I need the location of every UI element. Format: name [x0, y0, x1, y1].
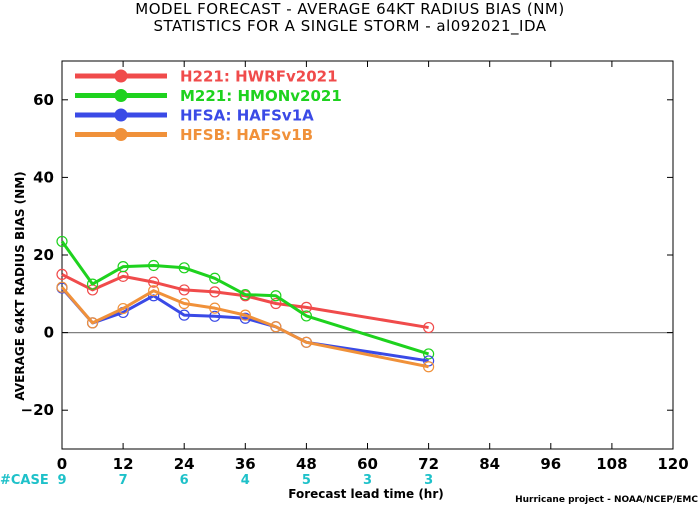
y-axis-label: AVERAGE 64KT RADIUS BIAS (NM)	[13, 171, 27, 400]
case-count: 3	[363, 473, 372, 488]
data-point-H221	[423, 321, 435, 334]
x-tick-label: 120	[657, 455, 688, 473]
data-point-H221	[178, 284, 190, 296]
data-point-H221	[209, 286, 221, 298]
data-point-H221	[148, 276, 160, 288]
data-point-M221	[209, 272, 221, 284]
case-count: 9	[57, 473, 66, 488]
axes: −20 0 20 40 60 0 12 24 36 48 60 72 84 96 108 120 9 7 6 4 5 3 3	[21, 60, 689, 488]
legend-marker-HFSA	[114, 108, 128, 122]
data-point-HFSB	[56, 281, 68, 293]
data-point-H221	[300, 301, 312, 313]
data-point-M221	[56, 235, 68, 248]
case-count: 3	[424, 473, 433, 488]
case-count: 7	[119, 473, 128, 488]
plot-frame	[61, 60, 674, 450]
y-tick-label: −20	[21, 401, 54, 419]
data-point-HFSA	[178, 309, 190, 321]
case-label: #CASE	[0, 473, 49, 488]
legend-label-M221: M221: HMONv2021	[180, 87, 342, 105]
credit-text: Hurricane project - NOAA/NCEP/EMC	[515, 495, 698, 505]
data-point-M221	[148, 259, 160, 272]
legend-marker-H221	[114, 69, 128, 83]
y-tick-label: 20	[33, 246, 54, 264]
legend-label-H221: H221: HWRFv2021	[180, 68, 338, 86]
data-point-M221	[300, 310, 312, 322]
x-tick-label: 96	[540, 455, 561, 473]
x-tick-label: 60	[357, 455, 378, 473]
series-line-HFSB	[60, 286, 429, 369]
data-point-HFSB	[117, 302, 129, 315]
data-point-H221	[56, 268, 68, 280]
x-axis-label: Forecast lead time (hr)	[288, 487, 444, 501]
data-point-HFSA	[209, 310, 221, 322]
data-point-HFSB	[300, 336, 312, 348]
data-point-M221	[178, 262, 190, 274]
x-tick-label: 72	[418, 455, 439, 473]
x-tick-label: 36	[235, 455, 256, 473]
y-tick-label: 40	[33, 168, 54, 186]
data-point-HFSB	[148, 285, 160, 297]
y-tick-label: 60	[33, 91, 54, 109]
data-point-HFSB	[86, 317, 99, 329]
legend-label-HFSA: HFSA: HAFSv1A	[180, 107, 314, 125]
case-count: 5	[302, 473, 311, 488]
data-point-HFSB	[209, 302, 221, 314]
legend-marker-HFSB	[114, 128, 128, 141]
data-point-M221	[270, 290, 282, 302]
x-tick-label: 108	[596, 455, 627, 473]
legend-marker-M221	[114, 89, 128, 102]
data-point-HFSB	[178, 297, 190, 310]
series-layer	[56, 235, 435, 373]
case-count: 4	[241, 473, 250, 488]
series-line-M221	[60, 240, 430, 356]
x-tick-label: 24	[174, 455, 195, 473]
case-count: 6	[180, 473, 189, 488]
data-point-M221	[423, 348, 435, 360]
legend-label-HFSB: HFSB: HAFSv1B	[180, 126, 313, 144]
data-point-M221	[86, 278, 99, 290]
data-point-HFSB	[423, 361, 435, 373]
x-tick-label: 84	[479, 455, 500, 473]
x-tick-label: 12	[113, 455, 134, 473]
data-point-M221	[239, 288, 251, 301]
chart-title: MODEL FORECAST - AVERAGE 64KT RADIUS BIA…	[135, 0, 565, 18]
x-tick-label: 0	[57, 455, 67, 473]
y-tick-label: 0	[44, 324, 54, 342]
chart-subtitle: STATISTICS FOR A SINGLE STORM - al092021…	[153, 17, 547, 35]
x-tick-label: 48	[296, 455, 317, 473]
data-point-HFSB	[239, 309, 251, 321]
data-point-HFSB	[270, 321, 282, 333]
data-point-H221	[270, 297, 282, 310]
series-line-HFSA	[60, 286, 429, 363]
data-point-M221	[117, 261, 129, 273]
